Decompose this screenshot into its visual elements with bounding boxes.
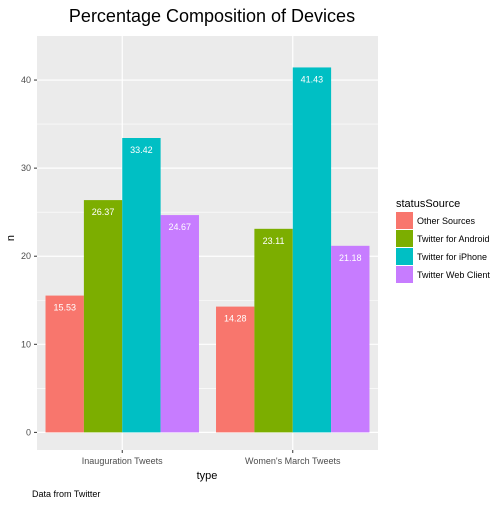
y-tick-label: 20	[21, 251, 31, 261]
bar	[331, 245, 370, 433]
bar-value-label: 24.67	[169, 222, 192, 232]
legend-title: statusSource	[396, 198, 460, 210]
bar-value-label: 41.43	[301, 74, 324, 84]
bar-value-label: 33.42	[130, 145, 153, 155]
bar	[160, 215, 199, 433]
legend-key	[396, 266, 413, 283]
bar-value-label: 26.37	[92, 207, 115, 217]
y-axis-label: n	[5, 235, 17, 241]
bar-value-label: 14.28	[224, 314, 247, 324]
legend-label: Twitter Web Client	[417, 270, 490, 280]
bar	[45, 295, 84, 433]
legend-key	[396, 248, 413, 265]
bar-value-label: 15.53	[53, 303, 76, 313]
x-tick-label: Inauguration Tweets	[82, 456, 163, 466]
plot-layer: 0 10 20 30 40 Inauguration Tweets Women's Marc…	[21, 36, 378, 466]
bar	[83, 200, 123, 433]
bar-value-label: 23.11	[263, 236, 285, 246]
y-tick-label: 40	[21, 75, 31, 85]
y-tick-label: 10	[21, 339, 31, 349]
bar	[122, 138, 161, 433]
legend-label: Other Sources	[417, 216, 476, 226]
legend-label: Twitter for iPhone	[417, 252, 487, 262]
bar-value-label: 21.18	[339, 253, 362, 263]
y-tick-label: 30	[21, 163, 31, 173]
legend-key	[396, 230, 413, 247]
y-tick-label: 0	[26, 427, 31, 437]
x-axis-label: type	[197, 470, 218, 482]
bar	[216, 306, 255, 433]
legend-key	[396, 212, 413, 229]
legend-label: Twitter for Android	[417, 234, 490, 244]
x-tick-label: Women's March Tweets	[245, 456, 341, 466]
chart-caption: Data from Twitter	[32, 489, 100, 499]
bar	[254, 228, 293, 433]
bar	[292, 67, 332, 433]
chart-title: Percentage Composition of Devices	[69, 6, 355, 26]
